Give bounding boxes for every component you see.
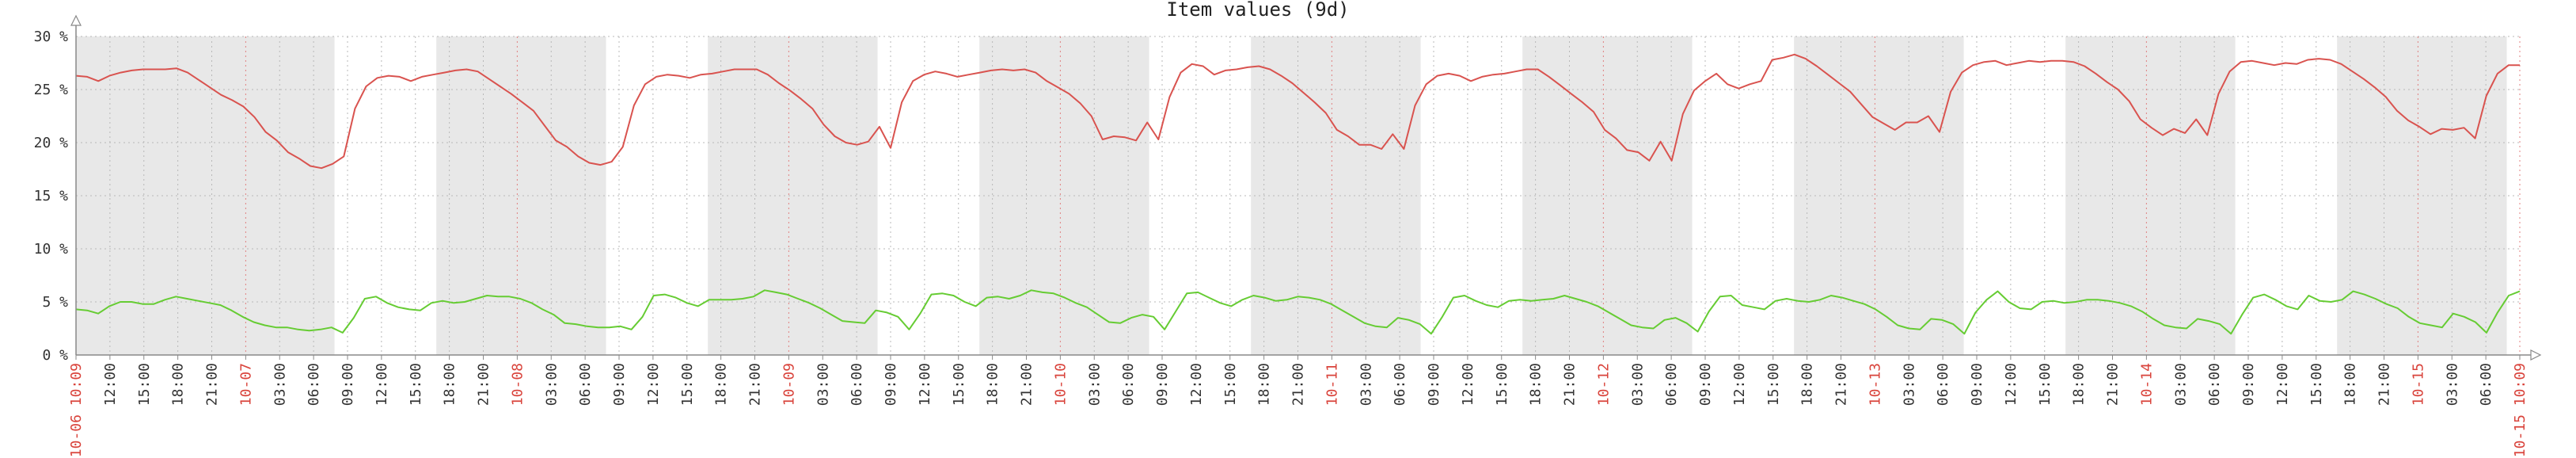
y-axis-arrow bbox=[70, 14, 82, 26]
x-tick-label: 03:00 bbox=[543, 363, 560, 406]
chart-title: Item values (9d) bbox=[1166, 0, 1349, 21]
x-tick-label: 09:00 bbox=[1154, 363, 1171, 406]
x-tick-label: 15:00 bbox=[679, 363, 696, 406]
x-tick-label: 09:00 bbox=[2240, 363, 2257, 406]
x-tick-label: 18:00 bbox=[170, 363, 187, 406]
y-tick-label: 25 % bbox=[34, 82, 69, 98]
x-tick-label: 09:00 bbox=[1426, 363, 1442, 406]
x-axis-arrow bbox=[2530, 349, 2542, 361]
x-tick-label: 18:00 bbox=[985, 363, 1001, 406]
y-tick-label: 20 % bbox=[34, 135, 69, 151]
y-tick-label: 10 % bbox=[34, 241, 69, 258]
x-tick-label: 21:00 bbox=[1833, 363, 1850, 406]
x-tick-label: 12:00 bbox=[2274, 363, 2291, 406]
x-tick-label: 18:00 bbox=[1799, 363, 1816, 406]
x-tick-label: 12:00 bbox=[1188, 363, 1205, 406]
x-tick-label: 18:00 bbox=[442, 363, 458, 406]
x-tick-label: 21:00 bbox=[2105, 363, 2122, 406]
series-layer bbox=[75, 53, 2521, 335]
x-tick-label: 03:00 bbox=[1086, 363, 1103, 406]
x-tick-label: 06:00 bbox=[849, 363, 865, 406]
x-tick-label: 18:00 bbox=[2071, 363, 2088, 406]
x-tick-label: 06:00 bbox=[577, 363, 594, 406]
x-tick-label: 03:00 bbox=[1901, 363, 1917, 406]
x-tick-label: 21:00 bbox=[1562, 363, 1579, 406]
x-tick-label: 10-12 bbox=[1595, 363, 1612, 406]
night-band bbox=[708, 36, 878, 355]
x-tick-label: 03:00 bbox=[2444, 363, 2460, 406]
x-tick-label: 06:00 bbox=[1392, 363, 1408, 406]
series-line-0 bbox=[75, 53, 2520, 170]
x-tick-label: 10-07 bbox=[237, 363, 254, 406]
y-tick-label: 30 % bbox=[34, 29, 69, 45]
x-tick-label: 15:00 bbox=[2308, 363, 2325, 406]
x-tick-label: 18:00 bbox=[1528, 363, 1544, 406]
x-tick-label: 21:00 bbox=[2377, 363, 2393, 406]
x-tick-label: 15:00 bbox=[1494, 363, 1510, 406]
x-tick-label: 18:00 bbox=[713, 363, 730, 406]
x-tick-label: 06:00 bbox=[2206, 363, 2223, 406]
x-tick-label: 12:00 bbox=[645, 363, 662, 406]
x-tick-label: 03:00 bbox=[1358, 363, 1374, 406]
x-tick-label: 12:00 bbox=[917, 363, 933, 406]
x-tick-label: 15:00 bbox=[1765, 363, 1782, 406]
x-tick-label: 15:00 bbox=[951, 363, 967, 406]
x-tick-label: 09:00 bbox=[340, 363, 356, 406]
night-band bbox=[1794, 36, 1964, 355]
x-tick-label: 10-13 bbox=[1867, 363, 1883, 406]
x-tick-label: 03:00 bbox=[272, 363, 288, 406]
x-tick-label: 03:00 bbox=[2172, 363, 2189, 406]
x-tick-label: 21:00 bbox=[204, 363, 221, 406]
x-tick-label: 18:00 bbox=[1256, 363, 1273, 406]
x-tick-label: 09:00 bbox=[1697, 363, 1714, 406]
x-tick-label: 10-08 bbox=[509, 363, 526, 406]
x-tick-label: 10-06 10:09 bbox=[68, 363, 85, 457]
night-band bbox=[1522, 36, 1693, 355]
x-tick-label: 15:00 bbox=[136, 363, 153, 406]
x-tick-label: 10-15 bbox=[2410, 363, 2426, 406]
x-tick-label: 15:00 bbox=[1222, 363, 1239, 406]
night-band bbox=[2337, 36, 2507, 355]
x-tick-label: 09:00 bbox=[883, 363, 899, 406]
x-tick-label: 15:00 bbox=[408, 363, 424, 406]
x-tick-labels: 10-06 10:09 12:00 15:00 18:00 21:00 10-07 03:0… bbox=[68, 355, 2529, 457]
x-tick-label: 06:00 bbox=[306, 363, 322, 406]
x-tick-label: 10-09 bbox=[781, 363, 797, 406]
x-tick-label: 21:00 bbox=[747, 363, 764, 406]
x-tick-label: 12:00 bbox=[102, 363, 119, 406]
x-tick-label: 09:00 bbox=[1969, 363, 1985, 406]
x-tick-label: 06:00 bbox=[1120, 363, 1137, 406]
series-line-1 bbox=[75, 289, 2521, 335]
x-tick-label: 09:00 bbox=[611, 363, 628, 406]
x-tick-label: 12:00 bbox=[2003, 363, 2019, 406]
x-tick-label: 12:00 bbox=[1731, 363, 1748, 406]
x-tick-label: 21:00 bbox=[1019, 363, 1035, 406]
y-tick-labels: 0 % 5 % 10 % 15 % 20 % 25 % 30 % bbox=[34, 29, 69, 364]
x-tick-label: 06:00 bbox=[2478, 363, 2494, 406]
y-tick-label: 5 % bbox=[42, 294, 68, 311]
x-tick-label: 12:00 bbox=[374, 363, 390, 406]
x-tick-label: 06:00 bbox=[1935, 363, 1951, 406]
x-tick-label: 21:00 bbox=[1290, 363, 1307, 406]
x-tick-label: 10-10 bbox=[1052, 363, 1069, 406]
y-tick-label: 15 % bbox=[34, 188, 69, 204]
x-tick-label: 12:00 bbox=[1460, 363, 1476, 406]
x-tick-label: 10-14 bbox=[2138, 363, 2155, 406]
axes bbox=[70, 14, 2542, 361]
x-tick-label: 10-11 bbox=[1324, 363, 1340, 406]
x-tick-label: 06:00 bbox=[1663, 363, 1680, 406]
x-tick-label: 15:00 bbox=[2037, 363, 2054, 406]
night-band bbox=[2065, 36, 2236, 355]
x-tick-label: 03:00 bbox=[815, 363, 831, 406]
x-tick-label: 10-15 10:09 bbox=[2512, 363, 2529, 457]
x-tick-label: 18:00 bbox=[2342, 363, 2359, 406]
x-tick-label: 21:00 bbox=[476, 363, 492, 406]
y-tick-label: 0 % bbox=[42, 347, 68, 364]
x-tick-label: 03:00 bbox=[1629, 363, 1646, 406]
